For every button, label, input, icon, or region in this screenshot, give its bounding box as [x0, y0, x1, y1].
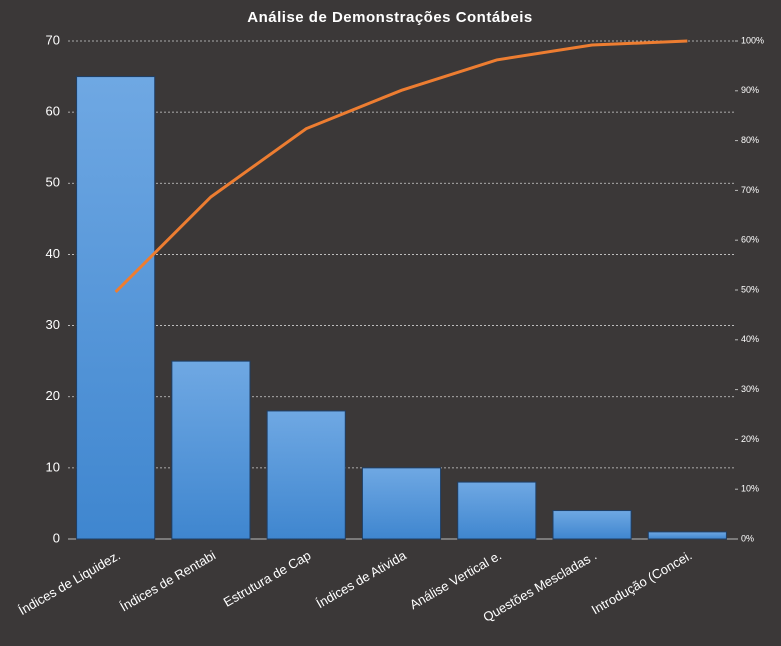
x-tick-label: Introdução (Concei.	[589, 548, 695, 618]
y2-tick-label: 40%	[741, 334, 759, 344]
y2-tick-label: 20%	[741, 434, 759, 444]
y2-tick-label: 80%	[741, 135, 759, 145]
y2-tick-label: 10%	[741, 484, 759, 494]
y2-tick-label: 50%	[741, 284, 759, 294]
y2-tick-label: 0%	[741, 533, 754, 543]
x-tick-label: Índices de Ativida	[314, 547, 410, 611]
y-tick-label: 0	[53, 530, 60, 545]
x-tick-label: Índices de Liquidez.	[16, 548, 123, 618]
y-tick-label: 70	[46, 32, 60, 47]
bar	[552, 510, 632, 540]
y2-tick-label: 100%	[741, 35, 764, 45]
y2-tick-label: 60%	[741, 235, 759, 245]
bar	[647, 531, 727, 540]
y2-tick-label: 30%	[741, 384, 759, 394]
bar	[361, 467, 442, 540]
cumulative-line	[114, 39, 688, 294]
chart-title: Análise de Demonstrações Contábeis	[247, 9, 532, 26]
bar	[266, 410, 346, 540]
x-tick-label: Índices de Rentabi	[117, 548, 218, 615]
y2-tick-label: 90%	[741, 85, 759, 95]
y-tick-label: 30	[46, 317, 60, 332]
y-tick-label: 20	[46, 388, 60, 403]
bar	[76, 76, 156, 540]
bar	[171, 360, 251, 540]
x-tick-label: Análise Vertical e.	[407, 548, 504, 613]
y2-tick-label: 70%	[741, 185, 759, 195]
y-tick-label: 10	[46, 459, 60, 474]
y-tick-label: 50	[46, 175, 60, 190]
y-tick-label: 40	[46, 246, 60, 261]
bar	[457, 481, 537, 540]
y-tick-label: 60	[46, 104, 60, 119]
x-tick-label: Estrutura de Cap	[221, 548, 314, 610]
